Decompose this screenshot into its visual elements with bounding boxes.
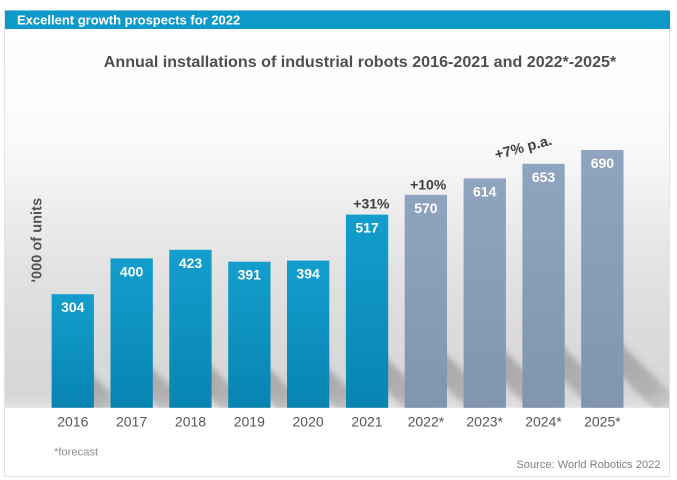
svg-text:2018: 2018 [175, 413, 206, 429]
svg-text:614: 614 [473, 183, 497, 199]
svg-text:2025*: 2025* [584, 413, 621, 429]
svg-text:653: 653 [532, 169, 556, 185]
svg-text:Excellent growth prospects for: Excellent growth prospects for 2022 [17, 12, 240, 27]
svg-text:2017: 2017 [116, 413, 147, 429]
svg-text:2022*: 2022* [408, 413, 445, 429]
svg-text:2023*: 2023* [466, 413, 503, 429]
svg-text:517: 517 [355, 220, 379, 236]
svg-text:570: 570 [414, 200, 438, 216]
svg-text:690: 690 [591, 155, 615, 171]
svg-text:304: 304 [61, 299, 85, 315]
svg-text:394: 394 [296, 266, 320, 282]
svg-text:+10%: +10% [410, 176, 447, 192]
svg-text:'000 of units: '000 of units [30, 198, 46, 283]
svg-text:2019: 2019 [234, 413, 265, 429]
svg-text:Source: World Robotics 2022: Source: World Robotics 2022 [516, 459, 660, 471]
svg-text:2016: 2016 [57, 413, 88, 429]
svg-text:2024*: 2024* [525, 413, 562, 429]
svg-text:*forecast: *forecast [54, 447, 99, 459]
svg-text:423: 423 [179, 255, 203, 271]
svg-text:2020: 2020 [293, 413, 324, 429]
svg-text:400: 400 [120, 263, 144, 279]
svg-text:391: 391 [238, 267, 262, 283]
svg-text:+31%: +31% [353, 196, 390, 212]
svg-text:2021: 2021 [351, 413, 382, 429]
svg-text:Annual installations of indust: Annual installations of industrial robot… [104, 53, 617, 71]
